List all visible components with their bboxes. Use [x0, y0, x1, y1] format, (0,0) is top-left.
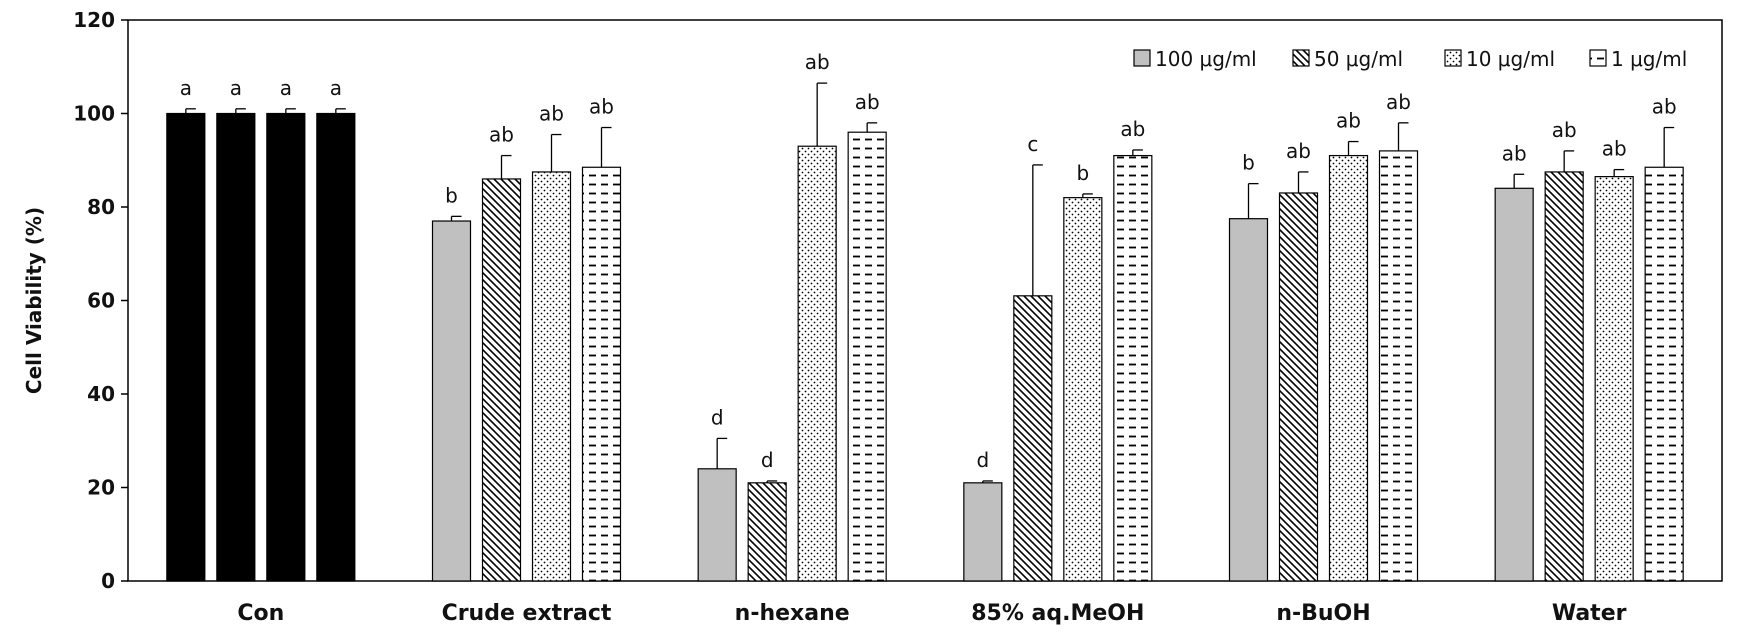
- significance-label: a: [230, 76, 242, 100]
- bar: [747, 482, 787, 582]
- significance-label: a: [330, 76, 342, 100]
- significance-label: ab: [855, 90, 880, 114]
- significance-label: a: [180, 76, 192, 100]
- significance-label: ab: [1552, 118, 1577, 142]
- bar: [1278, 192, 1319, 582]
- bar: [1544, 171, 1584, 582]
- significance-label: ab: [1336, 109, 1361, 133]
- significance-label: ab: [1286, 139, 1311, 163]
- legend-swatch: [1589, 49, 1607, 67]
- significance-label: d: [711, 405, 724, 429]
- bar: [266, 112, 306, 582]
- bars-layer: [166, 82, 1684, 582]
- significance-label: ab: [1602, 137, 1627, 161]
- y-tick-label: 80: [87, 195, 115, 219]
- legend-swatch: [1444, 49, 1462, 67]
- bar: [1228, 218, 1269, 582]
- significance-label: ab: [805, 50, 830, 74]
- significance-label: d: [976, 448, 989, 472]
- significance-label: ab: [1502, 141, 1527, 165]
- bar: [1063, 197, 1103, 582]
- axes-layer: [121, 19, 1723, 582]
- x-category-label: Crude extract: [442, 601, 612, 626]
- legend-label: 10 μg/ml: [1466, 47, 1555, 71]
- plot-frame: [127, 19, 1723, 582]
- legend: 100 μg/ml 50 μg/ml 10 μg/ml 1 μg/ml: [1133, 47, 1687, 71]
- significance-label: ab: [539, 102, 564, 126]
- bar: [431, 220, 472, 582]
- x-category-label: 85% aq.MeOH: [971, 601, 1144, 626]
- legend-label: 1 μg/ml: [1611, 47, 1687, 71]
- y-tick-label: 0: [101, 569, 115, 593]
- significance-label: ab: [1386, 90, 1411, 114]
- labels-layer: 0 20 40 60 80 100 120 Cell Viability (%) a a a a Con…: [22, 8, 1677, 626]
- bar: [1378, 150, 1419, 582]
- bar: [1644, 166, 1684, 582]
- significance-label: ab: [489, 123, 514, 147]
- y-tick-label: 60: [87, 289, 115, 313]
- significance-label: ab: [1120, 117, 1145, 141]
- x-category-label: n-BuOH: [1276, 601, 1370, 626]
- x-category-label: Con: [237, 601, 284, 626]
- significance-label: b: [1242, 151, 1255, 175]
- legend-label: 50 μg/ml: [1314, 47, 1403, 71]
- bar: [1328, 154, 1369, 582]
- bar: [963, 482, 1003, 582]
- bar: [1494, 187, 1534, 582]
- significance-label: b: [445, 183, 458, 207]
- y-tick-label: 120: [73, 8, 115, 32]
- significance-label: b: [1076, 161, 1089, 185]
- significance-label: ab: [589, 95, 614, 119]
- x-category-label: Water: [1552, 601, 1627, 626]
- bar: [581, 166, 622, 582]
- x-category-label: n-hexane: [735, 601, 850, 626]
- legend-label: 100 μg/ml: [1155, 47, 1257, 71]
- significance-label: c: [1027, 132, 1038, 156]
- bar: [481, 178, 522, 582]
- legend-swatch: [1292, 49, 1310, 67]
- bar: [1013, 295, 1053, 582]
- significance-label: d: [761, 448, 774, 472]
- bar: [847, 131, 887, 582]
- bar: [697, 468, 737, 582]
- bar: [316, 112, 356, 582]
- bar: [531, 171, 572, 582]
- bar: [1113, 154, 1153, 582]
- bar: [216, 112, 256, 582]
- y-tick-label: 100: [73, 102, 115, 126]
- y-tick-label: 40: [87, 382, 115, 406]
- bar: [166, 112, 206, 582]
- significance-label: ab: [1652, 95, 1677, 119]
- significance-label: a: [280, 76, 292, 100]
- bar: [1594, 176, 1634, 582]
- y-tick-label: 20: [87, 476, 115, 500]
- bar: [797, 145, 837, 582]
- y-axis-label: Cell Viability (%): [22, 207, 46, 394]
- legend-swatch: [1133, 49, 1151, 67]
